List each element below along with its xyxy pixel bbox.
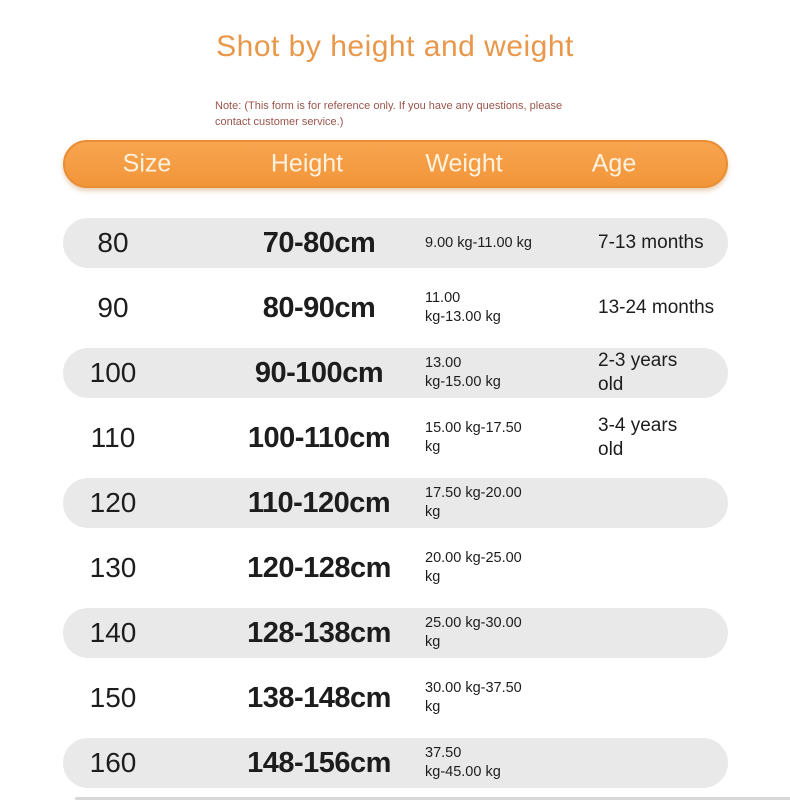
cell-size: 90 [97,292,129,323]
column-header-age: Age [591,149,637,178]
cell-size: 140 [89,617,137,648]
cell-age: 7-13 months [598,232,704,254]
cell-size: 80 [97,227,129,258]
cell-size: 160 [89,747,137,778]
next-section-edge [75,797,790,800]
page-title: Shot by height and weight [216,30,574,63]
table-row: 100 90-100cm 13.00 kg-15.00 kg 2-3 years… [63,348,728,398]
cell-weight: 25.00 kg-30.00 kg [425,615,522,650]
cell-weight: 13.00 kg-15.00 kg [425,355,501,390]
cell-weight: 17.50 kg-20.00 kg [425,485,522,520]
table-row: 160 148-156cm 37.50 kg-45.00 kg [63,738,728,788]
table-row: 120 110-120cm 17.50 kg-20.00 kg [63,478,728,528]
table-header-bar: Size Height Weight Age [63,140,728,188]
cell-size: 120 [89,487,137,518]
column-header-size: Size [122,149,172,178]
size-table-body: 80 70-80cm 9.00 kg-11.00 kg 7-13 months … [63,218,728,800]
cell-age: 13-24 months [598,297,715,319]
table-row: 150 138-148cm 30.00 kg-37.50 kg [63,673,728,723]
cell-weight: 37.50 kg-45.00 kg [425,745,501,780]
table-row: 140 128-138cm 25.00 kg-30.00 kg [63,608,728,658]
cell-size: 100 [89,357,137,388]
cell-age: 2-3 years old [598,350,678,395]
cell-weight: 11.00 kg-13.00 kg [425,290,501,325]
cell-height: 148-156cm [247,746,391,779]
cell-size: 110 [90,422,136,453]
cell-age: 3-4 years old [598,415,678,460]
cell-weight: 20.00 kg-25.00 kg [425,550,522,585]
table-row: 130 120-128cm 20.00 kg-25.00 kg [63,543,728,593]
table-row: 90 80-90cm 11.00 kg-13.00 kg 13-24 month… [63,283,728,333]
cell-height: 70-80cm [262,226,376,259]
column-header-height: Height [270,149,344,178]
cell-height: 128-138cm [247,616,391,649]
table-row: 110 100-110cm 15.00 kg-17.50 kg 3-4 year… [63,413,728,463]
table-row: 80 70-80cm 9.00 kg-11.00 kg 7-13 months [63,218,728,268]
column-header-weight: Weight [425,149,503,178]
cell-height: 110-120cm [247,486,391,519]
cell-size: 150 [89,682,137,713]
cell-height: 100-110cm [247,421,391,454]
cell-height: 138-148cm [247,681,391,714]
cell-weight: 15.00 kg-17.50 kg [425,420,522,455]
cell-weight: 9.00 kg-11.00 kg [425,234,532,251]
reference-note: Note: (This form is for reference only. … [215,100,563,128]
cell-height: 80-90cm [262,291,376,324]
cell-height: 120-128cm [247,551,391,584]
cell-size: 130 [89,552,137,583]
cell-weight: 30.00 kg-37.50 kg [425,680,522,715]
cell-height: 90-100cm [254,356,384,389]
